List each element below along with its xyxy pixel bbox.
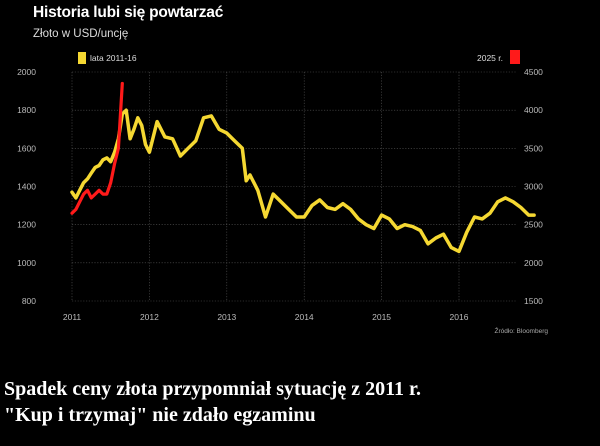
left-tick-label: 1400 xyxy=(17,182,36,192)
gold-price-chart: 800 1000 1200 1400 1600 1800 2000 1500 2000 2500… xyxy=(17,50,549,335)
legend-swatch-red xyxy=(510,50,520,64)
left-tick-label: 800 xyxy=(22,296,36,306)
x-tick-label: 2011 xyxy=(63,312,82,322)
chart-subtitle: Złoto w USD/uncję xyxy=(33,28,129,40)
right-axis-ticks: 1500 2000 2500 3000 3500 4000 4500 xyxy=(524,67,543,306)
grid-lines xyxy=(71,71,517,302)
x-axis-ticks: 2011 2012 2013 2014 2015 2016 xyxy=(63,312,469,322)
right-tick-label: 2500 xyxy=(524,220,543,230)
series-line-red xyxy=(70,81,124,215)
left-tick-label: 1000 xyxy=(17,258,36,268)
caption-line-1: Spadek ceny złota przypomniał sytuację z… xyxy=(4,378,422,400)
series-line-yellow xyxy=(70,108,536,254)
left-tick-label: 1600 xyxy=(17,143,36,153)
caption: Spadek ceny złota przypomniał sytuację z… xyxy=(4,376,596,428)
legend-swatch-yellow xyxy=(78,52,86,64)
right-tick-label: 2000 xyxy=(524,258,543,268)
legend: lata 2011-16 2025 r. xyxy=(78,50,520,64)
left-tick-label: 1200 xyxy=(17,220,36,230)
right-tick-label: 3000 xyxy=(524,182,543,192)
left-tick-label: 1800 xyxy=(17,105,36,115)
chart-title: Historia lubi się powtarzać xyxy=(33,4,224,21)
x-tick-label: 2014 xyxy=(295,312,314,322)
right-tick-label: 1500 xyxy=(524,296,543,306)
x-tick-label: 2012 xyxy=(140,312,159,322)
right-tick-label: 3500 xyxy=(524,143,543,153)
left-axis-ticks: 800 1000 1200 1400 1600 1800 2000 xyxy=(17,67,36,306)
caption-line-2: "Kup i trzymaj" nie zdało egzaminu xyxy=(4,404,316,426)
left-tick-label: 2000 xyxy=(17,67,36,77)
source-note: Źródło: Bloomberg xyxy=(495,326,549,335)
right-tick-label: 4000 xyxy=(524,105,543,115)
legend-label-red: 2025 r. xyxy=(477,53,503,63)
x-tick-label: 2013 xyxy=(217,312,236,322)
x-tick-label: 2016 xyxy=(450,312,469,322)
x-tick-label: 2015 xyxy=(372,312,391,322)
series-lines xyxy=(70,81,536,254)
right-tick-label: 4500 xyxy=(524,67,543,77)
legend-label-yellow: lata 2011-16 xyxy=(90,53,137,63)
